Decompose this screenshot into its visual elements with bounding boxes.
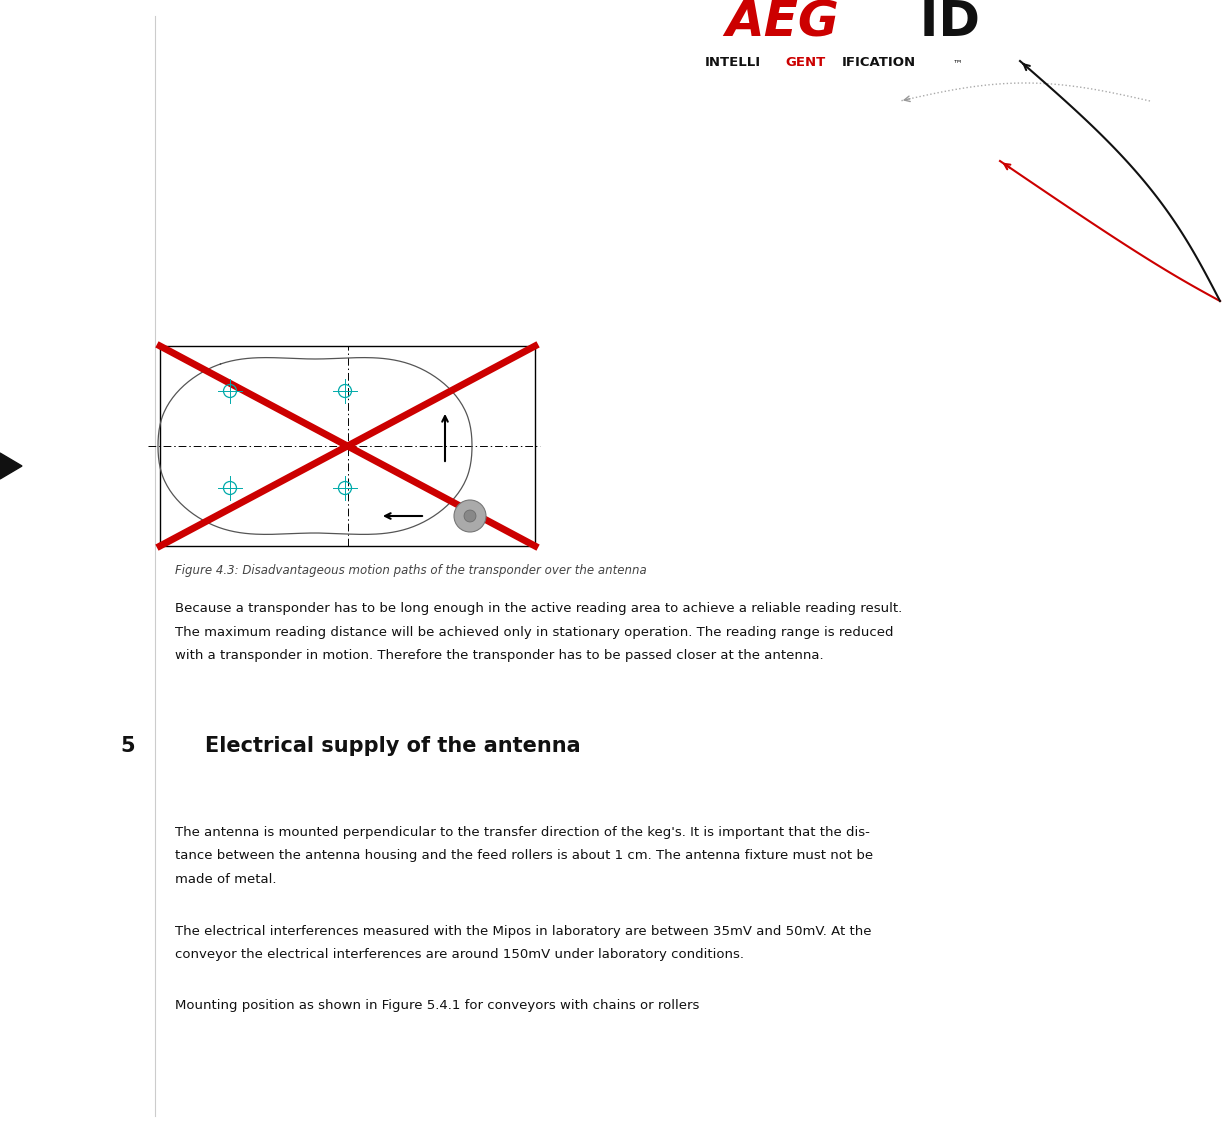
Text: ™: ™ <box>953 58 963 68</box>
Ellipse shape <box>464 510 476 523</box>
Bar <box>160 346 535 546</box>
Text: INTELLI: INTELLI <box>705 57 761 69</box>
Text: IFICATION: IFICATION <box>842 57 916 69</box>
Text: conveyor the electrical interferences are around 150mV under laboratory conditio: conveyor the electrical interferences ar… <box>175 948 744 961</box>
Text: Mounting position as shown in Figure 5.4.1 for conveyors with chains or rollers: Mounting position as shown in Figure 5.4… <box>175 1000 699 1012</box>
Text: GENT: GENT <box>785 57 825 69</box>
Polygon shape <box>0 454 22 480</box>
Text: Figure 4.3: Disadvantageous motion paths of the transponder over the antenna: Figure 4.3: Disadvantageous motion paths… <box>175 564 646 577</box>
Text: 5: 5 <box>119 736 134 756</box>
Text: Electrical supply of the antenna: Electrical supply of the antenna <box>206 736 581 756</box>
Text: The antenna is mounted perpendicular to the transfer direction of the keg's. It : The antenna is mounted perpendicular to … <box>175 826 870 839</box>
Text: tance between the antenna housing and the feed rollers is about 1 cm. The antenn: tance between the antenna housing and th… <box>175 849 873 863</box>
Text: Because a transponder has to be long enough in the active reading area to achiev: Because a transponder has to be long eno… <box>175 602 902 615</box>
Text: The electrical interferences measured with the Mipos in laboratory are between 3: The electrical interferences measured wi… <box>175 924 872 938</box>
Text: with a transponder in motion. Therefore the transponder has to be passed closer : with a transponder in motion. Therefore … <box>175 649 824 662</box>
Text: made of metal.: made of metal. <box>175 873 277 886</box>
Text: The maximum reading distance will be achieved only in stationary operation. The : The maximum reading distance will be ach… <box>175 625 894 639</box>
Text: ID: ID <box>885 0 980 46</box>
Text: AEG: AEG <box>725 0 838 46</box>
Ellipse shape <box>454 500 486 532</box>
